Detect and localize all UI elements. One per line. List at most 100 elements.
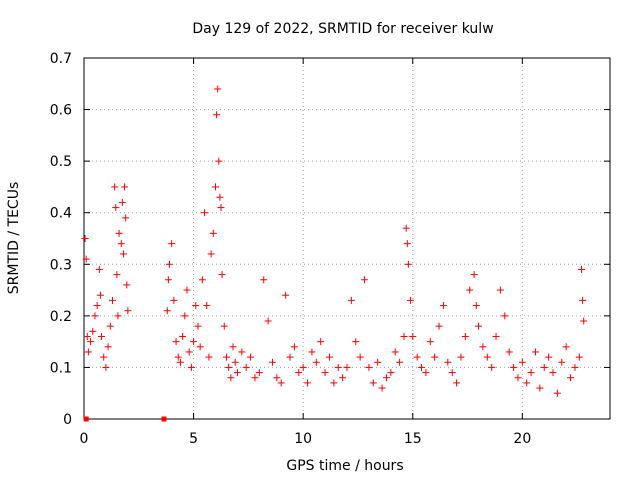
axis-ticks [83,57,610,420]
data-point [435,322,443,330]
data-point [400,332,408,340]
data-point [409,332,417,340]
data-point [299,363,307,371]
data-point [580,317,588,325]
data-point [479,343,487,351]
data-point [229,343,237,351]
data-point [98,332,106,340]
x-tick-label: 15 [404,431,422,447]
data-point [448,369,456,377]
data-point [192,302,200,310]
data-point [187,363,195,371]
data-point [251,374,259,382]
y-tick-label: 0.7 [50,51,72,67]
data-point [343,363,351,371]
data-point [260,276,268,284]
data-point [185,348,193,356]
data-point [571,363,579,371]
data-point [518,358,526,366]
data-point [163,307,171,315]
data-point [170,296,178,304]
data-point [168,240,176,248]
data-point [330,379,338,387]
data-point [198,276,206,284]
data-point [536,384,544,392]
data-point [403,240,411,248]
data-point [89,327,97,335]
data-point [164,276,172,284]
data-point [102,363,110,371]
data-point [216,193,224,201]
chart-title: Day 129 of 2022, SRMTID for receiver kul… [192,21,493,37]
data-point [426,338,434,346]
data-point [179,332,187,340]
data-point [123,281,131,289]
data-point [174,353,182,361]
data-point [361,276,369,284]
data-point [402,224,410,232]
data-point [111,183,119,191]
data-point [365,363,373,371]
data-point [475,322,482,330]
data-point [83,416,89,422]
data-point [96,291,104,299]
data-point [113,271,121,279]
data-point [214,85,222,93]
data-point [277,379,285,387]
data-point [114,312,122,320]
data-point [496,286,504,294]
x-tick-label: 10 [294,431,312,447]
y-tick-label: 0 [63,412,72,428]
data-point [91,312,99,320]
data-point [87,338,95,346]
data-point [453,379,461,387]
data-point [510,363,518,371]
data-point [523,379,531,387]
data-point [205,353,213,361]
data-point [118,198,126,206]
data-point [483,353,491,361]
data-point [172,338,180,346]
data-point [347,296,355,304]
data-point [470,271,478,279]
data-point [505,348,513,356]
data-point [382,374,390,382]
data-point [418,363,426,371]
data-point [578,265,586,273]
data-point [161,416,167,422]
data-point [121,183,129,191]
x-tick-label: 5 [189,431,198,447]
data-point [209,229,217,237]
data-point [407,296,415,304]
data-point [461,332,469,340]
data-point [321,369,329,377]
data-point [553,389,561,397]
data-point [369,379,377,387]
data-point [242,363,250,371]
data-point [176,358,184,366]
data-point [84,348,92,356]
data-point [282,291,290,299]
data-point [492,332,500,340]
data-point [308,348,316,356]
data-point [472,302,480,310]
data-point [247,353,255,361]
data-point [378,384,386,392]
data-point [501,312,509,320]
data-point [457,353,465,361]
data-point [194,322,202,330]
data-point [312,358,320,366]
x-tick-label: 0 [80,431,89,447]
data-point [531,348,539,356]
data-point [295,369,303,377]
y-axis-label: SRMTID / TECUs [6,182,22,295]
data-point [196,343,204,351]
data-point [227,374,235,382]
data-point [81,235,89,242]
data-point [207,250,215,258]
data-point [213,111,221,119]
data-point [466,286,474,294]
data-point [387,369,395,377]
y-tick-label: 0.6 [50,103,72,119]
data-point [100,353,108,361]
